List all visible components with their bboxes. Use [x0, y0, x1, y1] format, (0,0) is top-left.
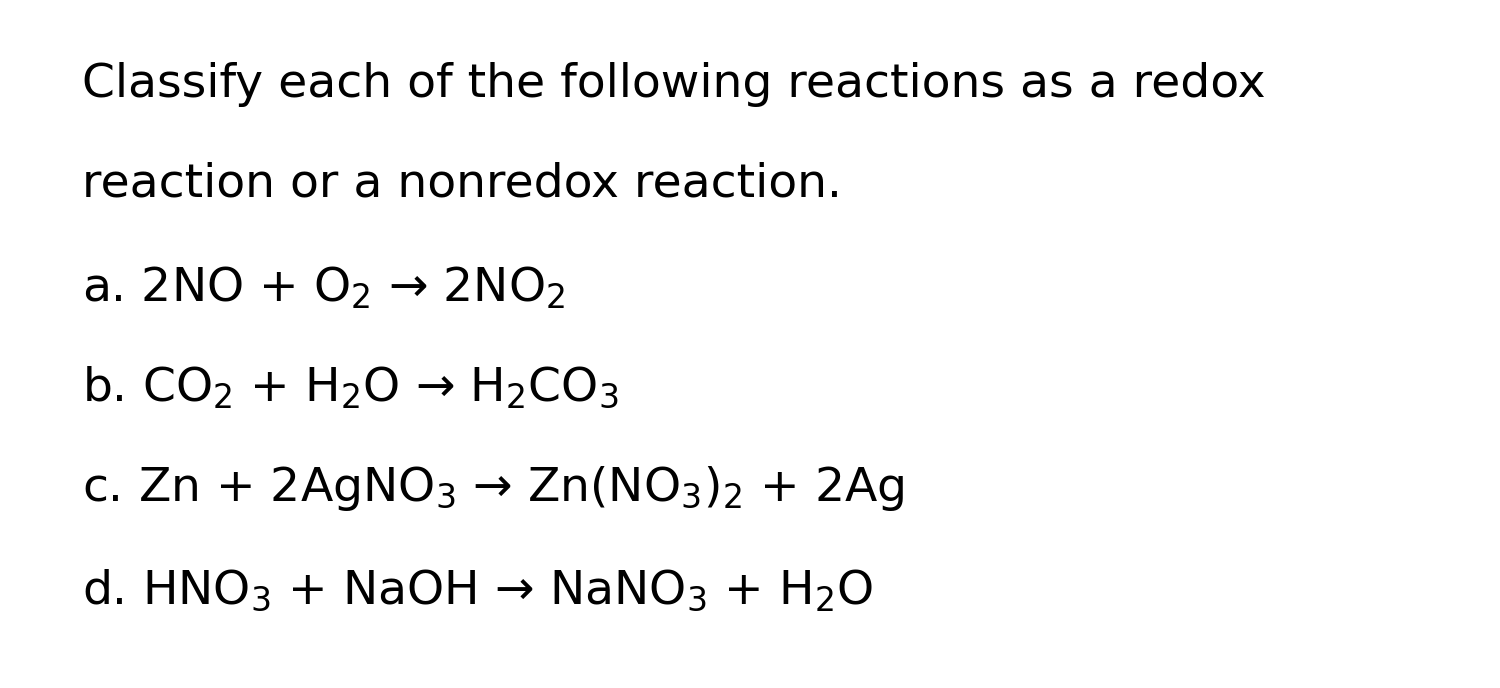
Text: b. CO$_{2}$ + H$_{2}$O → H$_{2}$CO$_{3}$: b. CO$_{2}$ + H$_{2}$O → H$_{2}$CO$_{3}$ [82, 365, 620, 411]
Text: d. HNO$_{3}$ + NaOH → NaNO$_{3}$ + H$_{2}$O: d. HNO$_{3}$ + NaOH → NaNO$_{3}$ + H$_{2… [82, 568, 873, 614]
Text: c. Zn + 2AgNO$_{3}$ → Zn(NO$_{3}$)$_{2}$ + 2Ag: c. Zn + 2AgNO$_{3}$ → Zn(NO$_{3}$)$_{2}$… [82, 464, 904, 513]
Text: a. 2NO + O$_{2}$ → 2NO$_{2}$: a. 2NO + O$_{2}$ → 2NO$_{2}$ [82, 265, 566, 312]
Text: reaction or a nonredox reaction.: reaction or a nonredox reaction. [82, 162, 843, 206]
Text: Classify each of the following reactions as a redox: Classify each of the following reactions… [82, 62, 1266, 107]
